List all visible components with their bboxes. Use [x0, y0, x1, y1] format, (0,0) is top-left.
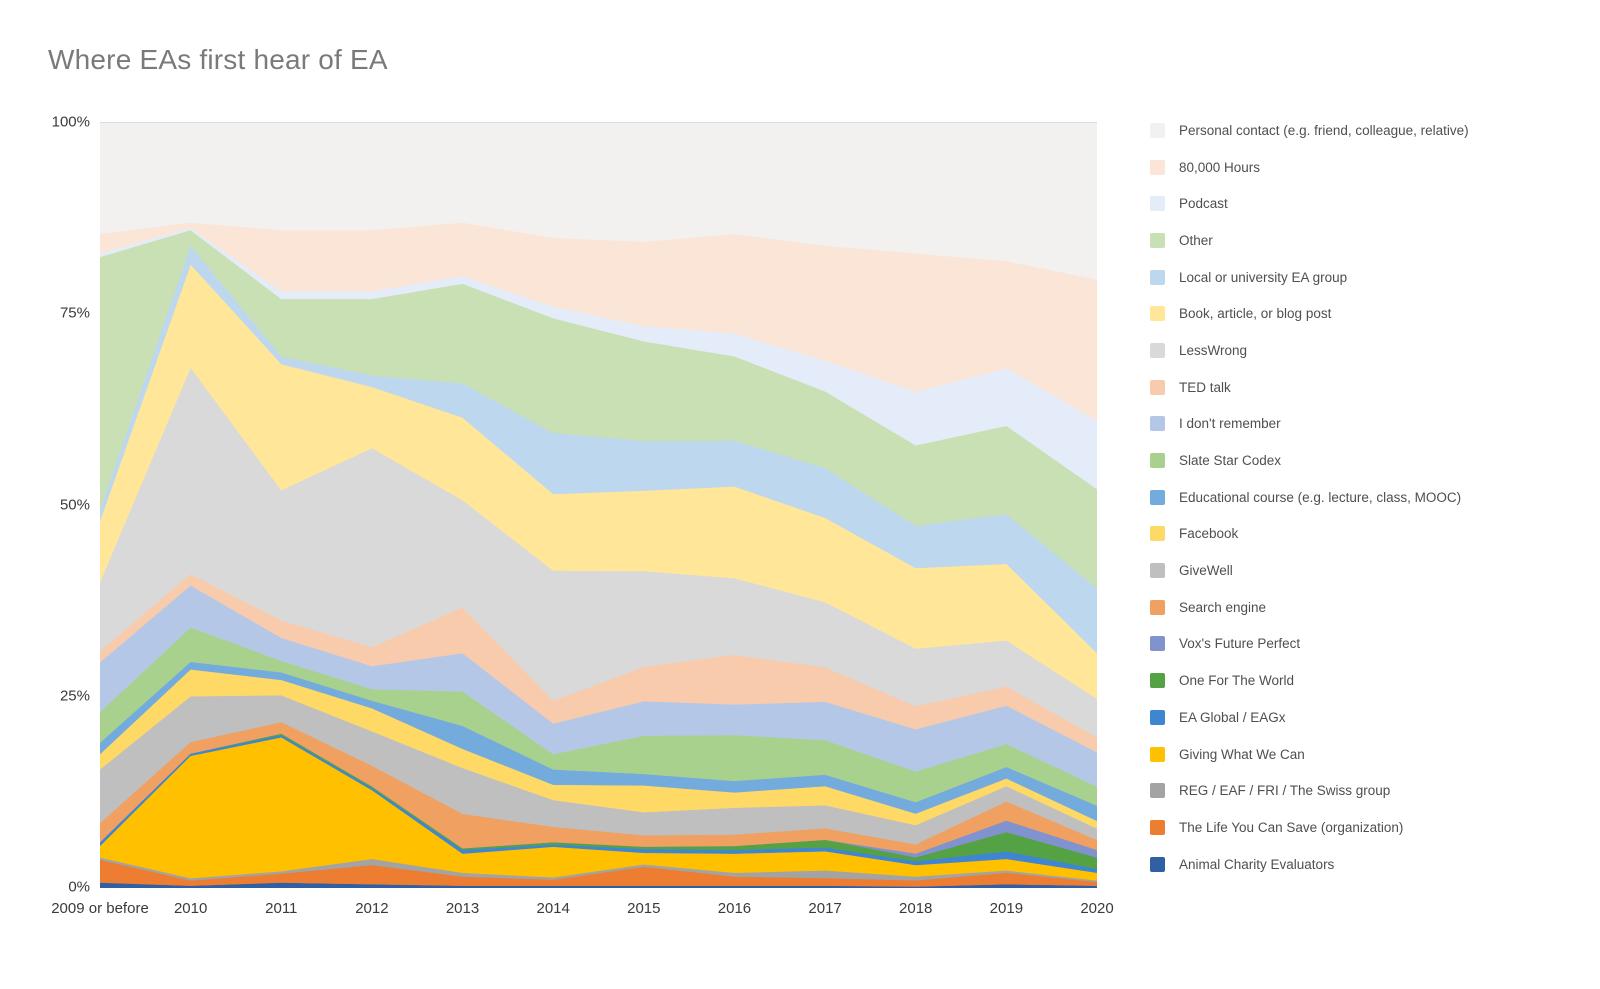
- y-tick-label-25: 25%: [59, 687, 90, 705]
- x-tick-label-2014: 2014: [536, 900, 570, 917]
- legend-item-educational-course-e-g-lecture-class-mooc: Educational course (e.g. lecture, class,…: [1150, 479, 1469, 516]
- legend-swatch-other: [1150, 232, 1165, 248]
- x-tick-label-2015: 2015: [627, 900, 661, 917]
- legend-label-book-article-or-blog-post: Book, article, or blog post: [1179, 306, 1332, 322]
- legend-item-animal-charity-evaluators: Animal Charity Evaluators: [1150, 846, 1469, 883]
- x-tick-label-2010: 2010: [173, 900, 208, 917]
- legend-label-local-or-university-ea-group: Local or university EA group: [1179, 269, 1348, 285]
- legend-label-personal-contact-e-g-friend-colleague-relative: Personal contact (e.g. friend, colleague…: [1179, 122, 1469, 138]
- chart-title: Where EAs first hear of EA: [48, 44, 388, 75]
- legend-label-ted-talk: TED talk: [1179, 379, 1231, 395]
- legend-item-80-000-hours: 80,000 Hours: [1150, 149, 1469, 186]
- legend-swatch-book-article-or-blog-post: [1150, 306, 1165, 322]
- legend-swatch-givewell: [1150, 563, 1165, 579]
- legend-item-facebook: Facebook: [1150, 516, 1469, 553]
- y-tick-label-100: 100%: [51, 113, 90, 131]
- legend-item-ted-talk: TED talk: [1150, 369, 1469, 406]
- legend-label-other: Other: [1179, 232, 1213, 248]
- x-tick-label-2012: 2012: [355, 900, 389, 917]
- legend-item-other: Other: [1150, 222, 1469, 259]
- legend-swatch-search-engine: [1150, 599, 1165, 615]
- y-tick-label-75: 75%: [59, 304, 90, 322]
- x-tick-label-2020: 2020: [1080, 900, 1114, 917]
- legend-swatch-animal-charity-evaluators: [1150, 856, 1165, 872]
- legend-label-giving-what-we-can: Giving What We Can: [1179, 746, 1305, 762]
- legend-label-podcast: Podcast: [1179, 196, 1228, 212]
- legend-swatch-lesswrong: [1150, 342, 1165, 358]
- legend-item-book-article-or-blog-post: Book, article, or blog post: [1150, 295, 1469, 332]
- legend-label-search-engine: Search engine: [1179, 599, 1267, 615]
- legend-item-vox-s-future-perfect: Vox's Future Perfect: [1150, 626, 1469, 663]
- legend-swatch-i-don-t-remember: [1150, 416, 1165, 432]
- legend-swatch-personal-contact-e-g-friend-colleague-relative: [1150, 122, 1165, 138]
- legend-swatch-one-for-the-world: [1150, 673, 1165, 689]
- legend-swatch-slate-star-codex: [1150, 453, 1165, 469]
- legend-label-vox-s-future-perfect: Vox's Future Perfect: [1179, 636, 1301, 652]
- legend-item-reg-eaf-fri-the-swiss-group: REG / EAF / FRI / The Swiss group: [1150, 772, 1469, 809]
- legend-label-one-for-the-world: One For The World: [1179, 673, 1295, 689]
- x-tick-label-2019: 2019: [989, 900, 1024, 917]
- legend-label-the-life-you-can-save-organization: The Life You Can Save (organization): [1179, 819, 1404, 835]
- x-tick-label-2011: 2011: [265, 900, 298, 917]
- legend-swatch-podcast: [1150, 196, 1165, 212]
- legend-label-educational-course-e-g-lecture-class-mooc: Educational course (e.g. lecture, class,…: [1179, 489, 1462, 505]
- x-tick-label-2017: 2017: [808, 900, 842, 917]
- legend-swatch-local-or-university-ea-group: [1150, 269, 1165, 285]
- legend-swatch-vox-s-future-perfect: [1150, 636, 1165, 652]
- legend-label-i-don-t-remember: I don't remember: [1179, 416, 1281, 432]
- legend-swatch-educational-course-e-g-lecture-class-mooc: [1150, 489, 1165, 505]
- legend-item-lesswrong: LessWrong: [1150, 332, 1469, 369]
- x-tick-label-2016: 2016: [717, 900, 752, 917]
- legend-swatch-giving-what-we-can: [1150, 746, 1165, 762]
- legend-label-facebook: Facebook: [1179, 526, 1239, 542]
- legend-item-givewell: GiveWell: [1150, 552, 1469, 589]
- legend-item-the-life-you-can-save-organization: The Life You Can Save (organization): [1150, 809, 1469, 846]
- area-personal-contact-e-g-friend-colleague-relative: [100, 123, 1097, 280]
- legend-item-ea-global-eagx: EA Global / EAGx: [1150, 699, 1469, 736]
- legend-swatch-80-000-hours: [1150, 159, 1165, 175]
- legend-item-i-don-t-remember: I don't remember: [1150, 406, 1469, 443]
- legend-item-personal-contact-e-g-friend-colleague-relative: Personal contact (e.g. friend, colleague…: [1150, 112, 1469, 149]
- y-tick-label-50: 50%: [59, 496, 90, 513]
- legend-item-podcast: Podcast: [1150, 185, 1469, 222]
- legend-item-search-engine: Search engine: [1150, 589, 1469, 626]
- y-tick-label-0: 0%: [68, 878, 90, 896]
- legend-item-giving-what-we-can: Giving What We Can: [1150, 736, 1469, 773]
- legend: Personal contact (e.g. friend, colleague…: [1150, 112, 1469, 882]
- legend-swatch-reg-eaf-fri-the-swiss-group: [1150, 783, 1165, 799]
- legend-label-animal-charity-evaluators: Animal Charity Evaluators: [1179, 856, 1335, 872]
- legend-item-one-for-the-world: One For The World: [1150, 662, 1469, 699]
- legend-swatch-ted-talk: [1150, 379, 1165, 395]
- stacked-area-chart: [100, 123, 1097, 888]
- legend-label-ea-global-eagx: EA Global / EAGx: [1179, 709, 1286, 725]
- x-tick-label-2009-or-before: 2009 or before: [51, 900, 149, 917]
- x-tick-label-2018: 2018: [899, 900, 933, 917]
- legend-label-reg-eaf-fri-the-swiss-group: REG / EAF / FRI / The Swiss group: [1179, 783, 1391, 799]
- legend-label-80-000-hours: 80,000 Hours: [1179, 159, 1261, 175]
- legend-swatch-ea-global-eagx: [1150, 709, 1165, 725]
- legend-item-local-or-university-ea-group: Local or university EA group: [1150, 259, 1469, 296]
- x-tick-label-2013: 2013: [445, 900, 480, 917]
- legend-label-lesswrong: LessWrong: [1179, 342, 1248, 358]
- legend-swatch-the-life-you-can-save-organization: [1150, 819, 1165, 835]
- legend-swatch-facebook: [1150, 526, 1165, 542]
- legend-label-givewell: GiveWell: [1179, 563, 1233, 579]
- plot-area: [100, 122, 1097, 888]
- legend-item-slate-star-codex: Slate Star Codex: [1150, 442, 1469, 479]
- legend-label-slate-star-codex: Slate Star Codex: [1179, 453, 1282, 469]
